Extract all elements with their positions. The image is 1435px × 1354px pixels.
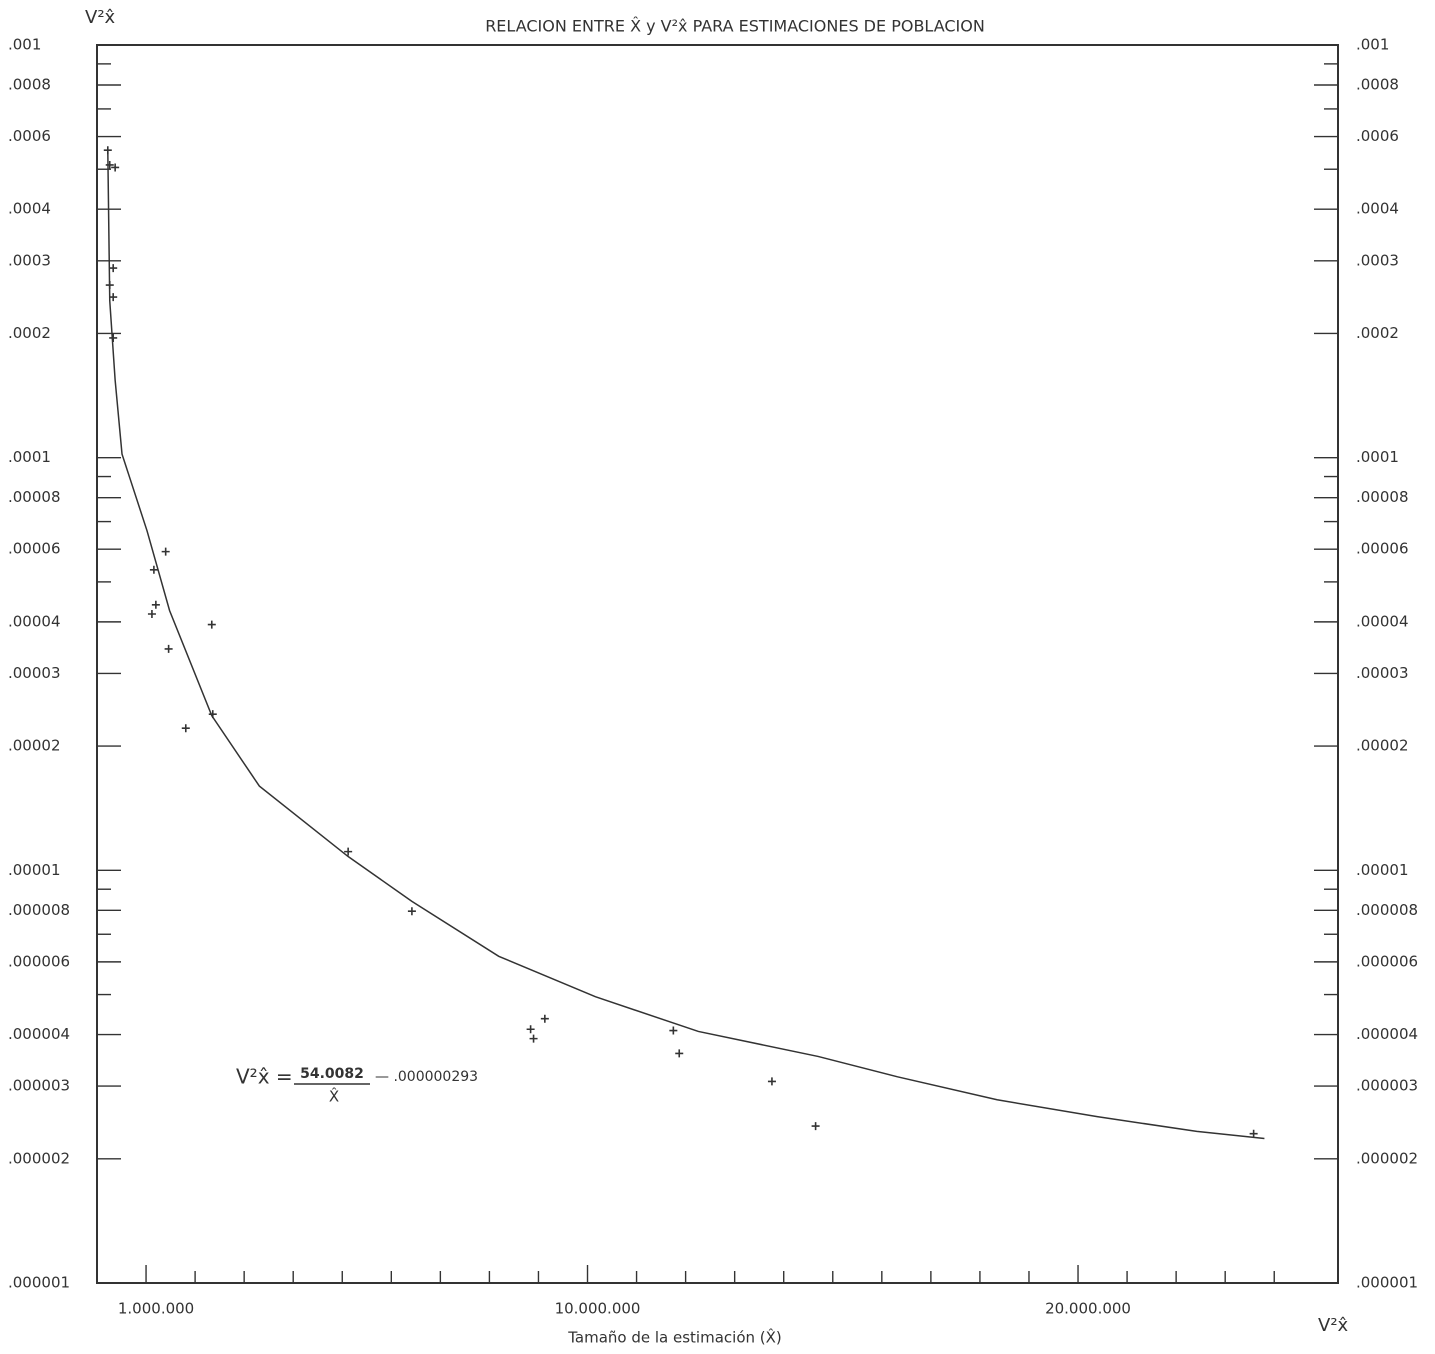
y-tick-label: .00002	[8, 737, 61, 755]
equation-denominator: X̂	[329, 1087, 339, 1106]
data-point	[669, 1026, 678, 1035]
y-tick-label: .00008	[8, 488, 61, 506]
y-tick-label: .000006	[8, 952, 70, 970]
x-corner-label: V²x̂	[1318, 1315, 1349, 1336]
data-point	[109, 293, 118, 302]
x-axis-label: Tamaño de la estimación (X̂)	[567, 1328, 782, 1347]
data-point	[147, 609, 156, 618]
data-point	[164, 644, 173, 653]
data-point	[767, 1077, 776, 1086]
data-point	[181, 724, 190, 733]
data-point	[1249, 1129, 1258, 1138]
y2-tick-label: .0003	[1356, 251, 1399, 269]
data-point	[540, 1014, 549, 1023]
data-point	[207, 620, 216, 629]
y2-tick-label: .00003	[1356, 664, 1409, 682]
y2-tick-label: .000001	[1356, 1274, 1418, 1292]
equation-lhs: V²x̂ =	[236, 1065, 293, 1089]
data-point	[407, 907, 416, 916]
y-tick-label: .0002	[8, 324, 51, 342]
y2-tick-label: .001	[1356, 36, 1389, 54]
data-point	[811, 1122, 820, 1131]
y2-tick-label: .000004	[1356, 1025, 1418, 1043]
y-tick-label: .00006	[8, 540, 61, 558]
y-tick-label: .000004	[8, 1025, 70, 1043]
y-axis-label: V²x̂	[85, 7, 116, 28]
x-tick-label: 10.000.000	[555, 1300, 641, 1318]
y2-tick-label: .000006	[1356, 952, 1418, 970]
y2-tick-label: .000002	[1356, 1149, 1418, 1167]
y2-tick-label: .0001	[1356, 448, 1399, 466]
fit-curve	[107, 150, 1265, 1140]
y-tick-label: .000002	[8, 1149, 70, 1167]
y2-tick-label: .0006	[1356, 127, 1399, 145]
y2-tick-label: .0008	[1356, 75, 1399, 93]
y-tick-label: .00003	[8, 664, 61, 682]
y2-tick-label: .00004	[1356, 612, 1409, 630]
y2-tick-label: .000003	[1356, 1077, 1418, 1095]
equation-tail: — .000000293	[375, 1069, 478, 1085]
y-tick-label: .000008	[8, 901, 70, 919]
y-tick-label: .0001	[8, 448, 51, 466]
y2-tick-label: .0004	[1356, 200, 1399, 218]
y2-tick-label: .00001	[1356, 861, 1409, 879]
y-tick-label: .000003	[8, 1077, 70, 1095]
equation-numerator: 54.0082	[300, 1066, 364, 1082]
y-tick-label: .0006	[8, 127, 51, 145]
x-tick-label: 20.000.000	[1045, 1300, 1131, 1318]
y2-tick-label: .00002	[1356, 737, 1409, 755]
y2-tick-label: .00006	[1356, 540, 1409, 558]
equation: V²x̂ = 54.0082 X̂ — .000000293	[236, 1065, 478, 1106]
y-tick-label: .00004	[8, 612, 61, 630]
data-point	[105, 160, 114, 169]
data-point	[675, 1049, 684, 1058]
y2-tick-label: .000008	[1356, 901, 1418, 919]
data-point	[344, 847, 353, 856]
y-tick-label: .0008	[8, 75, 51, 93]
y-tick-label: .000001	[8, 1274, 70, 1292]
y2-tick-label: .0002	[1356, 324, 1399, 342]
data-point	[111, 163, 120, 172]
data-point	[526, 1025, 535, 1034]
data-point	[149, 565, 158, 574]
chart-title: RELACION ENTRE X̂ y V²x̂ PARA ESTIMACION…	[485, 17, 985, 36]
y-tick-label: .0003	[8, 251, 51, 269]
y-tick-label: .001	[8, 36, 41, 54]
data-point	[161, 547, 170, 556]
data-point	[109, 264, 118, 273]
data-point	[529, 1034, 538, 1043]
data-point	[151, 600, 160, 609]
y-tick-label: .00001	[8, 861, 61, 879]
y2-tick-label: .00008	[1356, 488, 1409, 506]
x-tick-label: 1.000.000	[118, 1300, 194, 1318]
y-tick-label: .0004	[8, 200, 51, 218]
plot-frame	[96, 44, 1339, 1284]
